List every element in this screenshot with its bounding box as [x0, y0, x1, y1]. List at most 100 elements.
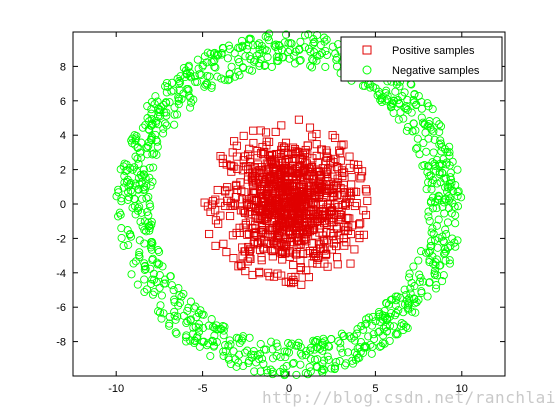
negative-sample-point [318, 365, 327, 374]
negative-sample-point [212, 50, 221, 59]
negative-sample-point [360, 81, 369, 90]
positive-sample-point [271, 127, 280, 136]
negative-sample-point [159, 129, 168, 138]
positive-sample-point [302, 266, 311, 275]
negative-sample-point [272, 52, 281, 61]
negative-sample-point [345, 332, 354, 341]
negative-sample-point [432, 255, 441, 264]
positive-sample-point [274, 181, 283, 190]
negative-sample-point [410, 98, 419, 107]
negative-sample-point [306, 47, 315, 56]
negative-sample-point [251, 56, 260, 65]
positive-sample-point [312, 129, 321, 139]
negative-sample-point [238, 63, 247, 72]
negative-sample-point [448, 234, 457, 243]
negative-sample-point [265, 29, 274, 38]
negative-sample-point [136, 217, 145, 226]
positive-sample-point [243, 175, 253, 184]
negative-sample-point [351, 355, 360, 364]
negative-sample-point [362, 319, 371, 328]
positive-sample-point [291, 250, 300, 259]
negative-sample-point [369, 312, 378, 321]
negative-sample-point [197, 310, 206, 319]
negative-sample-point [429, 229, 438, 239]
positive-sample-point [313, 255, 322, 264]
negative-sample-point [391, 330, 400, 339]
positive-sample-point [244, 150, 253, 159]
positive-sample-point [304, 273, 313, 282]
positive-sample-point [308, 132, 317, 141]
positive-sample-point [257, 256, 266, 265]
negative-sample-point [362, 315, 371, 324]
negative-sample-point [173, 110, 182, 119]
positive-sample-point [278, 158, 287, 168]
positive-sample-point [327, 245, 336, 254]
positive-sample-point [265, 151, 274, 161]
negative-sample-point [318, 338, 327, 347]
legend-positive-label: Positive samples [392, 45, 475, 57]
negative-sample-point [187, 98, 196, 107]
negative-sample-point [237, 36, 247, 45]
negative-sample-point [146, 202, 155, 211]
positive-sample-point [297, 183, 306, 192]
negative-sample-point [206, 351, 215, 361]
negative-sample-point [430, 161, 440, 170]
negative-sample-point [117, 224, 126, 233]
positive-sample-point [291, 169, 300, 178]
negative-sample-point [116, 210, 125, 219]
negative-sample-point [162, 121, 171, 130]
negative-sample-point [395, 82, 404, 91]
negative-sample-point [324, 355, 333, 364]
negative-sample-point [431, 261, 440, 270]
negative-sample-point [408, 307, 417, 316]
negative-sample-point [361, 320, 370, 329]
negative-sample-point [191, 302, 200, 311]
positive-sample-point [235, 223, 244, 232]
positive-sample-point [309, 249, 318, 258]
positive-sample-point [249, 138, 258, 148]
negative-sample-point [337, 329, 346, 338]
positive-sample-point [329, 158, 338, 167]
negative-sample-point [443, 187, 452, 196]
negative-sample-point [148, 177, 157, 186]
negative-sample-point [360, 341, 370, 351]
negative-sample-point [427, 228, 436, 237]
negative-sample-point [336, 339, 345, 348]
negative-sample-point [162, 78, 171, 88]
positive-sample-point [228, 148, 237, 157]
negative-sample-point [357, 322, 366, 331]
negative-sample-point [182, 337, 191, 346]
negative-sample-point [390, 311, 400, 320]
positive-sample-point [329, 239, 338, 248]
negative-sample-point [431, 167, 440, 176]
positive-sample-point [359, 206, 368, 215]
negative-sample-point [428, 204, 438, 213]
negative-sample-point [364, 313, 373, 322]
positive-sample-point [281, 148, 290, 157]
negative-sample-point [412, 101, 421, 110]
positive-sample-point [277, 121, 286, 130]
negative-sample-point [279, 364, 288, 373]
negative-sample-point [289, 358, 298, 367]
positive-sample-point [205, 229, 214, 239]
negative-sample-point [387, 308, 396, 318]
positive-sample-point [296, 193, 306, 203]
negative-sample-point [445, 148, 454, 157]
negative-sample-point [204, 321, 213, 330]
positive-sample-point [291, 165, 300, 174]
negative-sample-point [440, 238, 449, 247]
negative-sample-point [208, 336, 217, 345]
negative-sample-point [175, 77, 184, 86]
negative-sample-point [309, 56, 318, 65]
positive-sample-point [335, 146, 344, 155]
negative-sample-point [316, 41, 325, 50]
positive-sample-point [330, 200, 339, 209]
positive-sample-point [258, 173, 267, 182]
negative-sample-point [308, 55, 317, 64]
negative-sample-point [275, 41, 284, 51]
negative-sample-point [317, 366, 326, 375]
positive-sample-point [239, 131, 248, 140]
negative-sample-point [362, 343, 371, 352]
positive-sample-point [231, 201, 240, 210]
negative-sample-point [399, 320, 408, 329]
